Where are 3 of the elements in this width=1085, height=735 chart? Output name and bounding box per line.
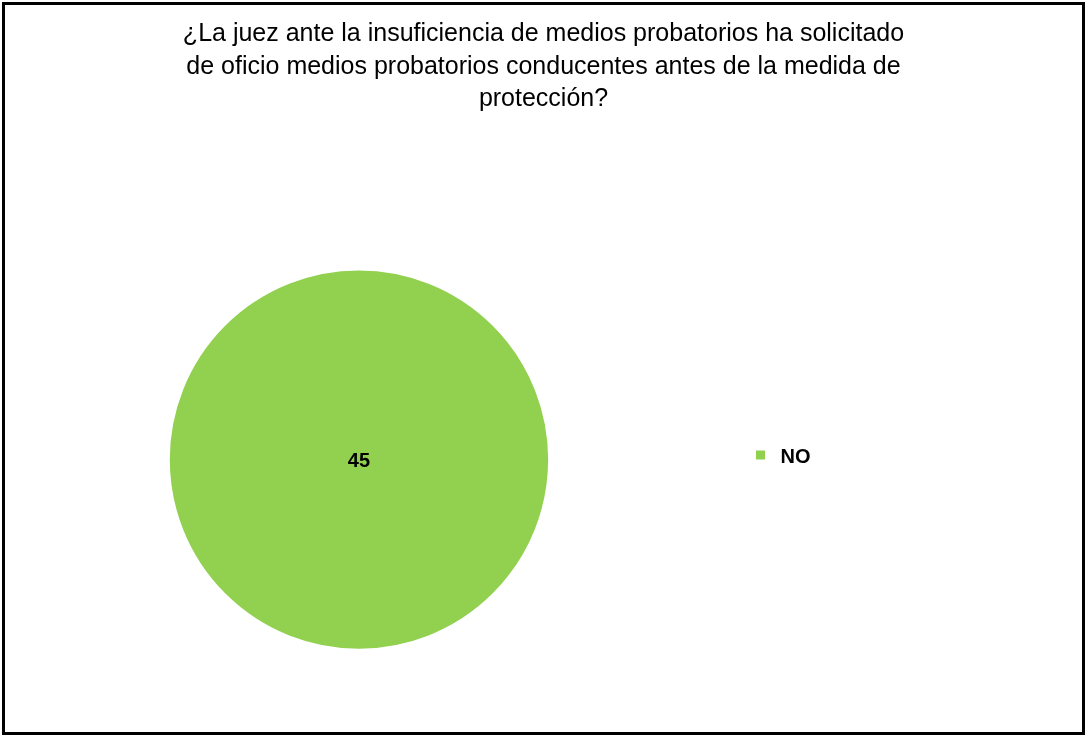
data-label: 45 (347, 448, 371, 471)
chart-title: ¿La juez ante la insuficiencia de medios probatorios ha solicitado de oficio medios probatorios conducentes antes de la medida de protección? (182, 18, 905, 112)
legend-label: NO (780, 444, 811, 467)
